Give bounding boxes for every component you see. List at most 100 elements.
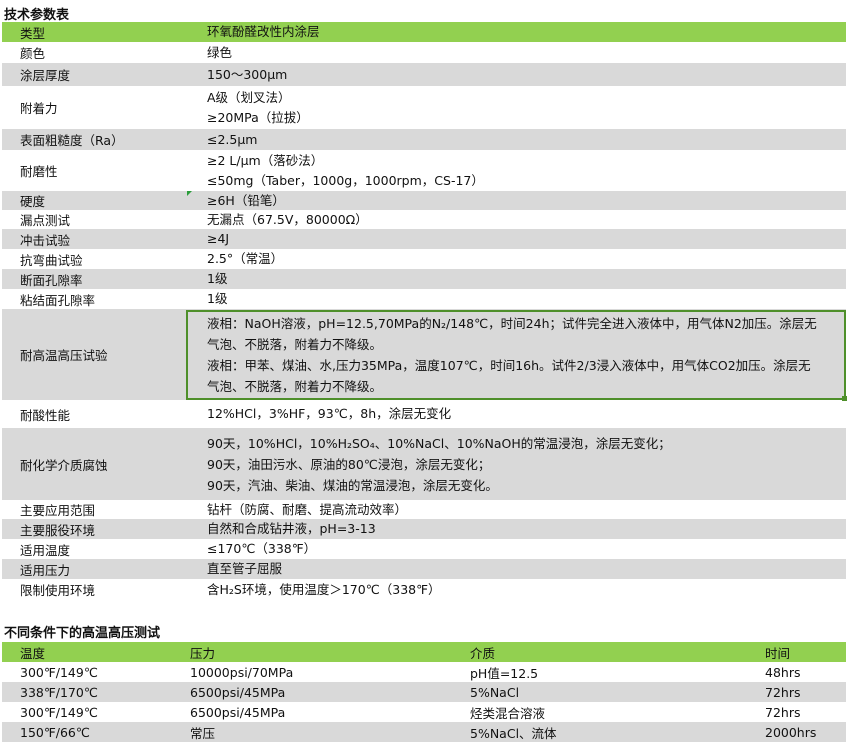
param-name[interactable]: 耐磨性 [20,164,58,179]
table-cell[interactable]: 温度 [20,645,46,661]
table-cell[interactable]: 300℉/149℃ [20,664,98,680]
value-line: 液相：NaOH溶液，pH=12.5,70MPa的N₂/148℃，时间24h；试件… [207,315,817,331]
table-row: 300℉/149℃ 6500psi/45MPa 烃类混合溶液 72hrs [2,702,846,722]
table-cell[interactable]: 72hrs [765,684,801,700]
value-line: ≥4J [207,231,230,246]
param-value[interactable]: ≥6H（铅笔） [207,191,285,211]
table-row: 338℉/170℃ 6500psi/45MPa 5%NaCl 72hrs [2,682,846,702]
param-row: 耐酸性能 12%HCl，3%HF，93℃，8h，涂层无变化 [2,400,846,428]
value-line: 150～300μm [207,66,288,82]
param-name[interactable]: 适用压力 [20,562,71,578]
cell-comment-indicator [187,191,192,196]
param-value[interactable]: ≥4J [207,229,229,249]
param-value[interactable]: ≤2.5μm [207,130,257,150]
value-line: 直至管子屈服 [207,561,283,576]
param-value[interactable]: 12%HCl，3%HF，93℃，8h，涂层无变化 [207,404,451,424]
param-value[interactable]: 直至管子屈服 [207,559,282,579]
param-row: 附着力 A级（划叉法） ≥20MPa（拉拔） [2,86,846,129]
param-name[interactable]: 颜色 [20,46,46,61]
table-cell[interactable]: pH值=12.5 [470,665,539,681]
param-name[interactable]: 涂层厚度 [20,68,71,83]
value-line: 90天，汽油、柴油、煤油的常温浸泡，涂层无变化。 [207,477,498,493]
table-cell[interactable]: 压力 [190,645,216,661]
param-value[interactable]: 90天，10%HCl，10%H₂SO₄、10%NaCl、10%NaOH的常温浸泡… [207,433,671,496]
value-line: ≤2.5μm [207,131,258,147]
param-value[interactable]: 钻杆（防腐、耐磨、提高流动效率） [207,500,407,520]
param-value[interactable]: ≥2 L/μm（落砂法） ≤50mg（Taber，1000g，1000rpm，CS… [207,151,484,191]
param-name[interactable]: 耐酸性能 [20,407,71,423]
table-cell[interactable]: 48hrs [765,664,801,680]
table-cell[interactable]: 150℉/66℃ [20,724,90,740]
param-name[interactable]: 主要应用范围 [20,503,96,518]
table-cell[interactable]: 2000hrs [765,724,817,740]
value-line: 2.5°（常温） [207,251,284,266]
value-line: ≥6H（铅笔） [207,192,285,208]
param-row: 耐高温高压试验 液相：NaOH溶液，pH=12.5,70MPa的N₂/148℃，时… [2,309,846,400]
table-cell[interactable]: 烃类混合溶液 [470,705,546,721]
value-line: 1级 [207,271,228,286]
table-cell[interactable]: 5%NaCl、流体 [470,725,557,741]
param-value[interactable]: 1级 [207,269,227,289]
table-cell[interactable]: 338℉/170℃ [20,684,98,700]
param-row: 涂层厚度 150～300μm [2,63,846,86]
param-row: 耐磨性 ≥2 L/μm（落砂法） ≤50mg（Taber，1000g，1000rpm… [2,150,846,191]
value-line: 液相：甲苯、煤油、水,压力35MPa，温度107℃，时间16h。试件2/3浸入液… [207,357,811,373]
param-value[interactable]: 含H₂S环境，使用温度＞170℃（338℉） [207,580,441,600]
value-line: 90天，油田污水、原油的80℃浸泡，涂层无变化； [207,456,491,472]
param-name[interactable]: 适用温度 [20,542,71,558]
param-name[interactable]: 粘结面孔隙率 [20,292,96,308]
table-header-row: 温度 压力 介质 时间 [2,642,846,662]
value-line: 钻杆（防腐、耐磨、提高流动效率） [207,501,408,517]
param-row: 表面粗糙度（Ra） ≤2.5μm [2,129,846,150]
param-value[interactable]: 自然和合成钻井液，pH=3-13 [207,519,376,539]
value-line: ≥2 L/μm（落砂法） [207,152,324,168]
table-cell[interactable]: 72hrs [765,704,801,720]
table-cell[interactable]: 6500psi/45MPa [190,704,286,720]
value-line: 1级 [207,291,228,306]
param-name[interactable]: 耐化学介质腐蚀 [20,457,108,473]
param-value[interactable]: 2.5°（常温） [207,249,283,269]
param-row: 硬度 ≥6H（铅笔） [2,191,846,210]
value-line: ≥20MPa（拉拔） [207,109,309,125]
table-cell[interactable]: 10000psi/70MPa [190,664,294,680]
param-row: 冲击试验 ≥4J [2,229,846,249]
param-value[interactable]: 绿色 [207,43,232,63]
param-name[interactable]: 表面粗糙度（Ra） [20,133,124,148]
param-name[interactable]: 限制使用环境 [20,583,96,598]
param-value[interactable]: ≤170℃（338℉） [207,539,316,559]
param-row: 限制使用环境 含H₂S环境，使用温度＞170℃（338℉） [2,579,846,600]
param-value[interactable]: A级（划叉法） ≥20MPa（拉拔） [207,88,309,128]
param-name[interactable]: 硬度 [20,194,46,209]
fill-handle[interactable] [842,396,847,401]
table-cell[interactable]: 5%NaCl [470,684,520,700]
table-cell[interactable]: 6500psi/45MPa [190,684,286,700]
param-name[interactable]: 抗弯曲试验 [20,252,83,268]
param-row: 主要服役环境 自然和合成钻井液，pH=3-13 [2,519,846,539]
section-title-hpht-tests: 不同条件下的高温高压测试 [4,626,161,641]
param-name[interactable]: 附着力 [20,101,58,116]
table-row: 300℉/149℃ 10000psi/70MPa pH值=12.5 48hrs [2,662,846,682]
param-value[interactable]: 无漏点（67.5V，80000Ω） [207,210,368,230]
table-cell[interactable]: 介质 [470,645,496,661]
value-line: 90天，10%HCl，10%H₂SO₄、10%NaCl、10%NaOH的常温浸泡… [207,435,671,451]
param-name[interactable]: 主要服役环境 [20,522,96,538]
param-name[interactable]: 断面孔隙率 [20,272,83,288]
table-cell[interactable]: 300℉/149℃ [20,704,98,720]
cell-selection-border [186,310,846,400]
param-name[interactable]: 漏点测试 [20,213,71,228]
param-value[interactable]: 环氧酚醛改性内涂层 [207,22,320,42]
param-value[interactable]: 150～300μm [207,65,287,85]
param-row: 断面孔隙率 1级 [2,269,846,289]
param-value[interactable]: 1级 [207,289,227,309]
section-title-tech-params: 技术参数表 [4,8,70,23]
param-name[interactable]: 类型 [20,25,46,41]
param-value[interactable]: 液相：NaOH溶液，pH=12.5,70MPa的N₂/148℃，时间24h；试件… [207,313,817,397]
table-cell[interactable]: 时间 [765,645,791,661]
param-name[interactable]: 冲击试验 [20,232,71,248]
param-name[interactable]: 耐高温高压试验 [20,348,108,363]
param-row: 适用压力 直至管子屈服 [2,559,846,579]
value-line: ≤170℃（338℉） [207,541,317,556]
value-line: 气泡、不脱落，附着力不降级。 [207,378,383,394]
param-row: 主要应用范围 钻杆（防腐、耐磨、提高流动效率） [2,500,846,519]
table-cell[interactable]: 常压 [190,725,216,741]
